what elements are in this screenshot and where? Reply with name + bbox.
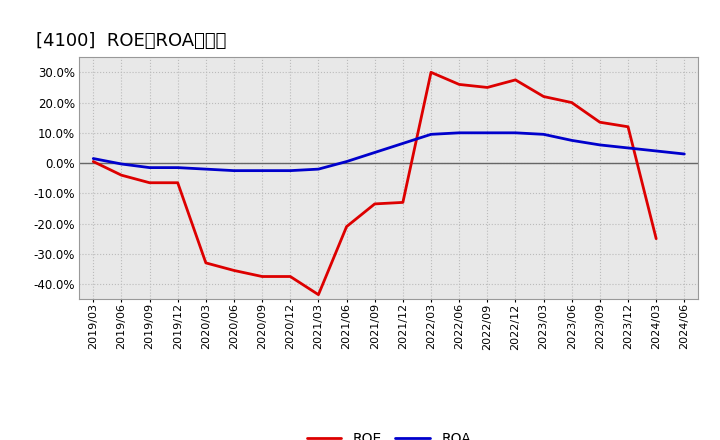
ROA	[230, 168, 238, 173]
ROA	[202, 166, 210, 172]
ROA	[427, 132, 436, 137]
ROA	[174, 165, 182, 170]
ROA	[399, 141, 408, 146]
ROE	[145, 180, 154, 185]
ROA	[145, 165, 154, 170]
ROE	[174, 180, 182, 185]
ROE	[258, 274, 266, 279]
ROA	[511, 130, 520, 136]
ROA	[342, 159, 351, 164]
ROA	[539, 132, 548, 137]
Line: ROA: ROA	[94, 133, 684, 171]
ROA	[370, 150, 379, 155]
ROE	[202, 260, 210, 265]
ROA	[483, 130, 492, 136]
ROE	[370, 201, 379, 206]
ROA	[314, 166, 323, 172]
Line: ROE: ROE	[94, 72, 656, 295]
ROA	[567, 138, 576, 143]
ROE	[230, 268, 238, 273]
Legend: ROE, ROA: ROE, ROA	[307, 432, 471, 440]
ROE	[399, 200, 408, 205]
ROA	[624, 145, 632, 150]
ROE	[314, 292, 323, 297]
ROA	[595, 142, 604, 147]
ROE	[483, 85, 492, 90]
ROE	[511, 77, 520, 83]
ROA	[286, 168, 294, 173]
ROA	[258, 168, 266, 173]
ROE	[652, 236, 660, 241]
ROE	[624, 124, 632, 129]
ROA	[89, 156, 98, 161]
ROA	[680, 151, 688, 157]
ROE	[89, 159, 98, 164]
ROE	[117, 172, 126, 178]
ROA	[455, 130, 464, 136]
ROA	[117, 161, 126, 167]
ROE	[567, 100, 576, 105]
Text: [4100]  ROE、ROAの推移: [4100] ROE、ROAの推移	[36, 32, 226, 50]
ROE	[427, 70, 436, 75]
ROE	[539, 94, 548, 99]
ROE	[595, 120, 604, 125]
ROE	[342, 224, 351, 229]
ROE	[455, 82, 464, 87]
ROE	[286, 274, 294, 279]
ROA	[652, 148, 660, 154]
